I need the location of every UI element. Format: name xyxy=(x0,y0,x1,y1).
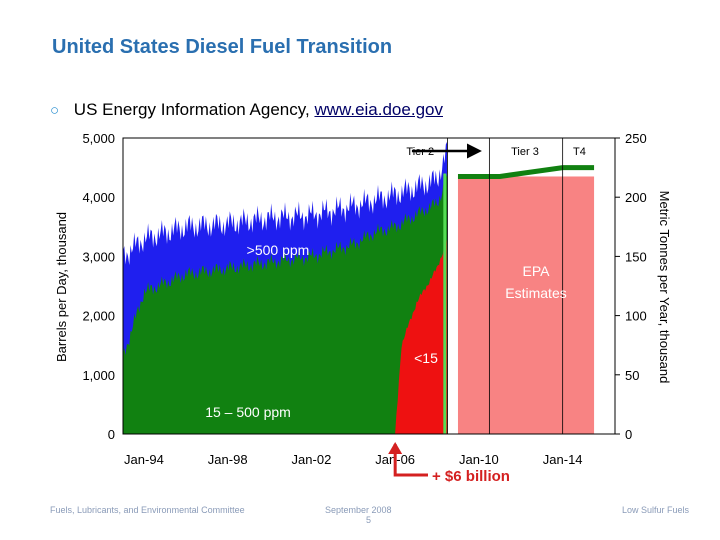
y2-tick-label: 100 xyxy=(625,309,647,324)
y2-tick-label: 0 xyxy=(625,427,632,442)
label-epa-line1: EPA xyxy=(523,263,551,279)
x-tick-label: Jan-94 xyxy=(124,452,164,467)
slide-title: United States Diesel Fuel Transition xyxy=(52,36,393,58)
y-tick-label: 3,000 xyxy=(82,249,115,264)
label-mid-sulfur: 15 – 500 ppm xyxy=(205,404,291,420)
y-axis-label: Barrels per Day, thousand xyxy=(54,212,69,362)
x-tick-label: Jan-02 xyxy=(292,452,332,467)
y2-tick-label: 150 xyxy=(625,249,647,264)
series-ulsd-area xyxy=(395,239,448,434)
y-tick-label: 5,000 xyxy=(82,131,115,146)
y2-axis-label: Metric Tonnes per Year, thousand xyxy=(657,191,672,384)
footer-right: Low Sulfur Fuels xyxy=(622,505,690,515)
y-tick-label: 1,000 xyxy=(82,368,115,383)
footer-left: Fuels, Lubricants, and Environmental Com… xyxy=(50,505,245,515)
series-epa-estimate-line xyxy=(457,165,595,179)
label-ulsd: <15 xyxy=(414,350,438,366)
y-tick-label: 2,000 xyxy=(82,309,115,324)
y-tick-label: 4,000 xyxy=(82,190,115,205)
y2-tick-label: 200 xyxy=(625,190,647,205)
phase-label-t4: T4 xyxy=(573,146,586,158)
cost-callout-label: + $6 billion xyxy=(432,468,510,485)
source-text: US Energy Information Agency, xyxy=(73,100,310,119)
y2-tick-label: 250 xyxy=(625,131,647,146)
phase-label-tier2: Tier 2 xyxy=(406,146,434,158)
x-tick-label: Jan-14 xyxy=(543,452,583,467)
cost-callout-arrow xyxy=(393,444,428,477)
series-epa-estimate-area xyxy=(457,176,595,435)
y-tick-label: 0 xyxy=(108,427,115,442)
transition-green-bar xyxy=(443,173,447,434)
source-link[interactable]: www.eia.doe.gov xyxy=(314,100,443,119)
x-tick-label: Jan-10 xyxy=(459,452,499,467)
footer-page-number: 5 xyxy=(366,515,372,525)
x-tick-label: Jan-98 xyxy=(208,452,248,467)
plot-frame xyxy=(122,137,616,435)
footer-center: September 2008 xyxy=(325,505,392,515)
y2-tick-label: 50 xyxy=(625,368,639,383)
source-bullet: ○ US Energy Information Agency, www.eia.… xyxy=(50,100,443,120)
phase-label-tier3: Tier 3 xyxy=(511,146,539,158)
cost-callout-arrowhead xyxy=(388,442,403,454)
series-mid-sulfur-area xyxy=(123,175,448,434)
bullet-icon: ○ xyxy=(50,102,60,119)
label-epa-line2: Estimates xyxy=(505,285,566,301)
label-high-sulfur: >500 ppm xyxy=(247,242,310,258)
